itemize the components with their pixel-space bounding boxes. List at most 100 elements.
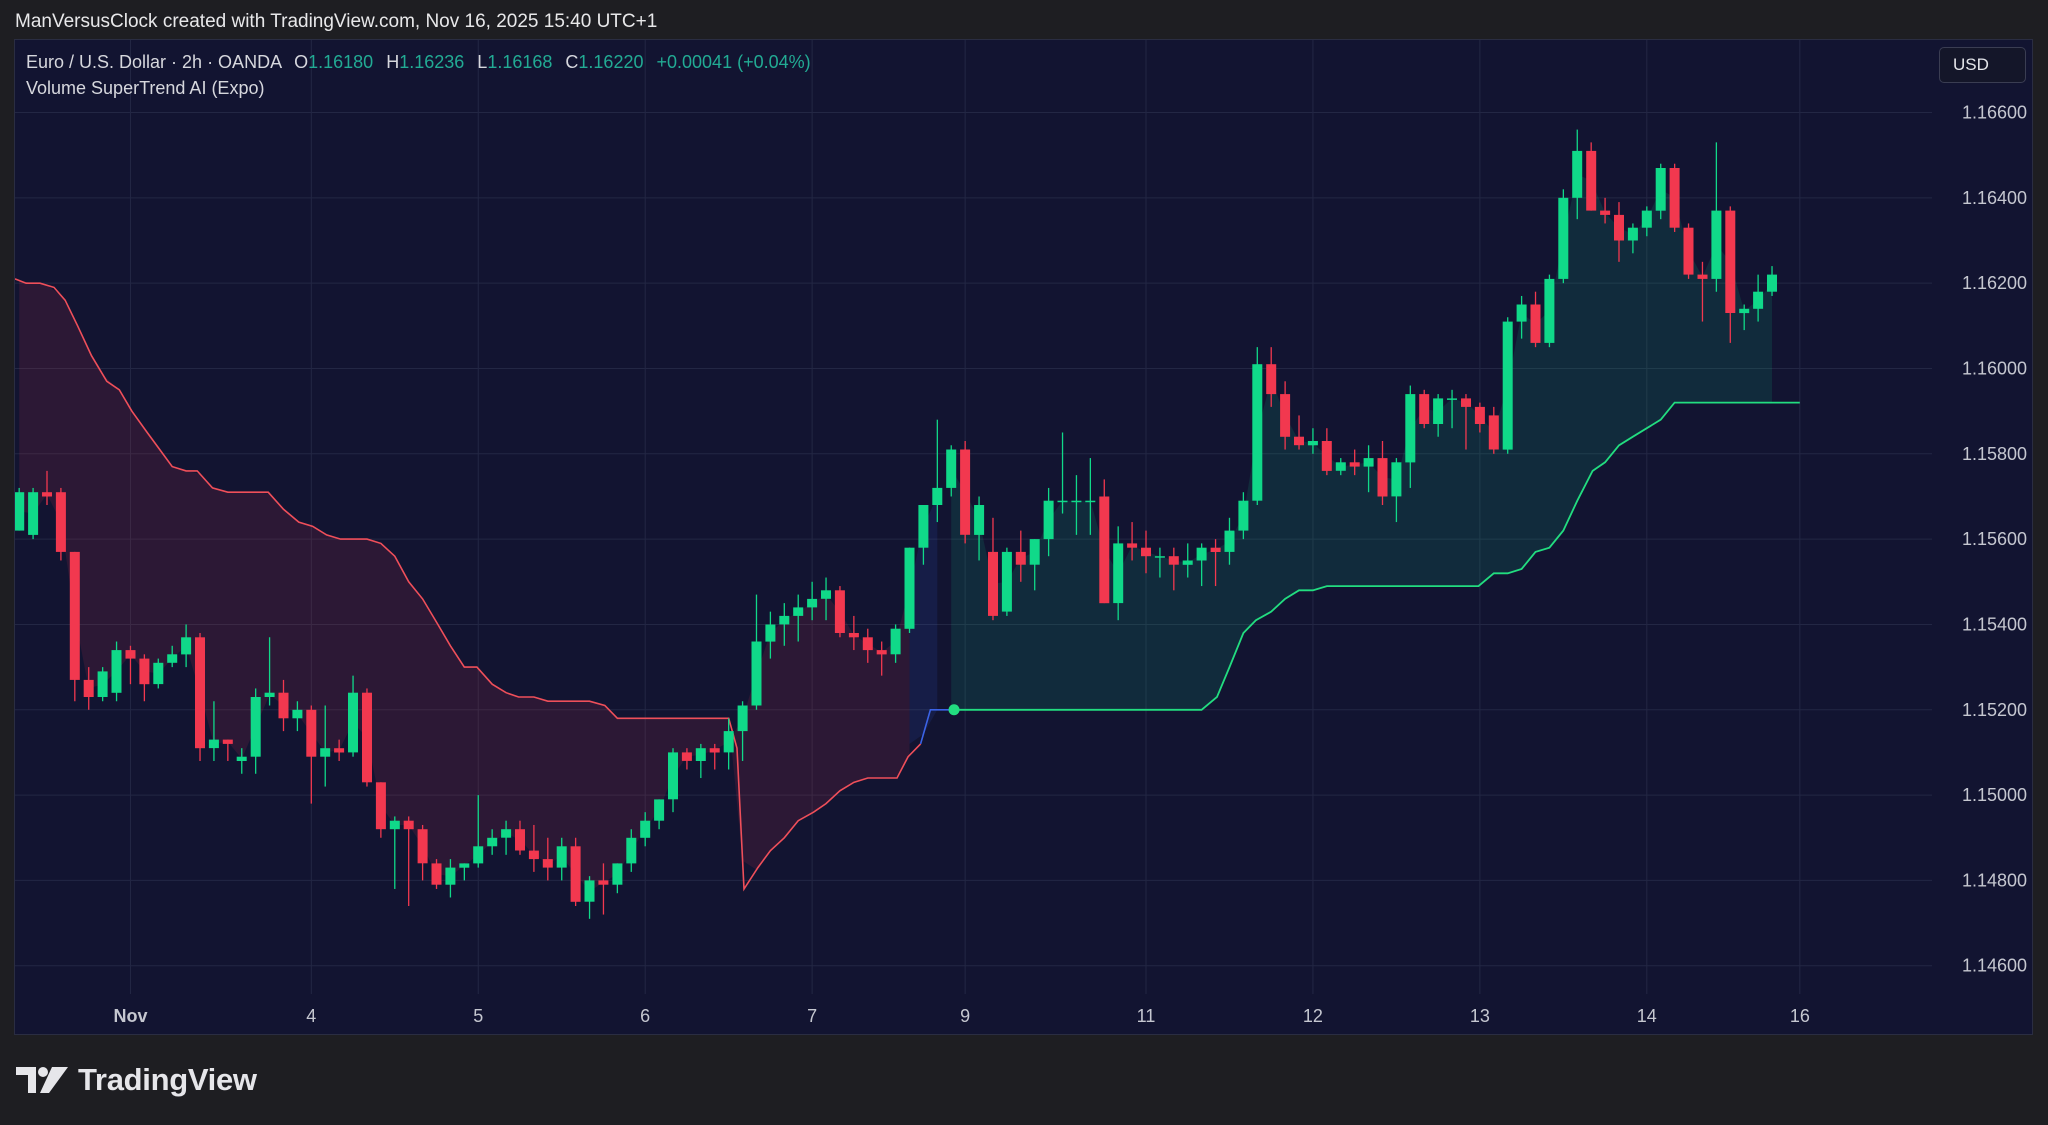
- candle-body: [1753, 291, 1764, 309]
- price-axis-label: 1.16200: [1962, 273, 2027, 293]
- candle-body: [1627, 227, 1638, 241]
- candle-body: [946, 449, 957, 488]
- price-axis-label: 1.15400: [1962, 614, 2027, 634]
- candle-body: [15, 492, 25, 531]
- candle-body: [1363, 458, 1374, 467]
- candle-body: [737, 705, 748, 732]
- candle-body: [1280, 394, 1291, 437]
- price-axis-label: 1.14800: [1962, 870, 2027, 890]
- candle-body: [765, 624, 776, 642]
- legend-symbol[interactable]: Euro / U.S. Dollar · 2h · OANDA: [26, 52, 282, 72]
- candle-body: [1572, 150, 1583, 198]
- price-axis-label: 1.16600: [1962, 103, 2027, 123]
- candle-body: [1586, 150, 1597, 211]
- price-axis-label: 1.16400: [1962, 188, 2027, 208]
- candle-body: [362, 692, 372, 783]
- candle-body: [236, 756, 247, 761]
- tradingview-logo-icon: [16, 1067, 68, 1093]
- supertrend-lines: [15, 278, 1800, 892]
- candle-body: [1154, 556, 1165, 558]
- candle-body: [709, 748, 720, 753]
- candle-body: [1461, 398, 1471, 407]
- candle-body: [1001, 551, 1012, 612]
- candle-body: [779, 615, 790, 625]
- candle-body: [389, 820, 400, 830]
- candle-body: [1168, 556, 1179, 565]
- candle-body: [1474, 406, 1485, 424]
- candle-body: [1029, 539, 1040, 565]
- candle-body: [1196, 547, 1207, 561]
- candle-body: [1113, 543, 1124, 604]
- candle-body: [473, 846, 484, 864]
- time-axis-label: 14: [1637, 1006, 1657, 1026]
- candle-body: [195, 637, 205, 749]
- candle-body: [821, 590, 831, 599]
- candle-body: [1238, 500, 1249, 531]
- candle-body: [654, 799, 665, 821]
- candle-body: [1252, 364, 1263, 501]
- footer-logo-text: TradingView: [78, 1062, 257, 1097]
- candle-body: [1600, 210, 1611, 215]
- candle-body: [1641, 210, 1652, 228]
- candle-body: [153, 662, 164, 685]
- currency-button[interactable]: USD: [1939, 47, 2026, 83]
- supertrend-line-transition: [919, 709, 954, 745]
- footer-logo[interactable]: TradingView: [16, 1062, 257, 1098]
- time-axis-label: 16: [1790, 1006, 1810, 1026]
- supertrend-line-down: [15, 278, 922, 892]
- legend-open-value: 1.16180: [308, 52, 374, 72]
- candle-body: [556, 846, 567, 868]
- candle-body: [1655, 168, 1666, 211]
- candle-body: [1530, 304, 1541, 343]
- candle-body: [1447, 398, 1457, 400]
- candle-body: [876, 650, 887, 655]
- candle-body: [1488, 415, 1499, 450]
- candle-body: [1377, 458, 1388, 497]
- candle-body: [1307, 441, 1318, 446]
- candle-body: [1544, 278, 1555, 343]
- candle-body: [417, 829, 428, 864]
- candle-body: [264, 692, 275, 697]
- price-axis-label: 1.15200: [1962, 700, 2027, 720]
- candle-body: [1558, 197, 1569, 279]
- time-axis-label: 9: [960, 1006, 970, 1026]
- candle-body: [83, 679, 94, 697]
- candle-body: [681, 752, 692, 761]
- candle-body: [42, 492, 52, 497]
- candle-body: [181, 637, 192, 655]
- candle-body: [1057, 500, 1068, 503]
- candle-body: [1614, 214, 1624, 241]
- candle-body: [431, 863, 442, 885]
- candle-body: [1711, 210, 1722, 279]
- legend-indicator[interactable]: Volume SuperTrend AI (Expo): [26, 78, 265, 98]
- candle-body: [459, 863, 470, 868]
- candle-body: [208, 739, 219, 749]
- candle-body: [222, 739, 233, 744]
- candle-body: [598, 880, 609, 885]
- candle-body: [807, 598, 818, 608]
- candle-body: [1725, 210, 1736, 313]
- legend-high-label: H: [386, 52, 400, 72]
- candle-body: [612, 863, 623, 885]
- candle-body: [348, 692, 358, 753]
- price-chart[interactable]: 1.14600 1.14800 1.15000 1.15200 1.15400 1.156…: [15, 40, 2032, 1034]
- candle-body: [1043, 500, 1054, 540]
- candle-body: [167, 654, 178, 663]
- legend-close-value: 1.16220: [578, 52, 644, 72]
- candle-body: [988, 551, 998, 616]
- supertrend-signal-dot: [948, 704, 960, 716]
- candle-body: [69, 551, 80, 680]
- supertrend-line-up: [954, 401, 1800, 711]
- candle-body: [668, 752, 678, 800]
- candle-body: [1099, 496, 1110, 604]
- candle-body: [487, 837, 498, 847]
- candle-body: [1433, 398, 1444, 424]
- axis-labels: 1.14600 1.14800 1.15000 1.15200 1.15400 1.156…: [113, 103, 2027, 1026]
- candle-body: [375, 782, 386, 830]
- legend-change: +0.00041 (+0.04%): [656, 52, 811, 72]
- chart-pane[interactable]: 1.14600 1.14800 1.15000 1.15200 1.15400 1.156…: [14, 39, 2033, 1035]
- candle-body: [125, 650, 136, 659]
- candle-body: [97, 671, 108, 697]
- candle-body: [515, 829, 525, 851]
- candles: [15, 129, 1777, 919]
